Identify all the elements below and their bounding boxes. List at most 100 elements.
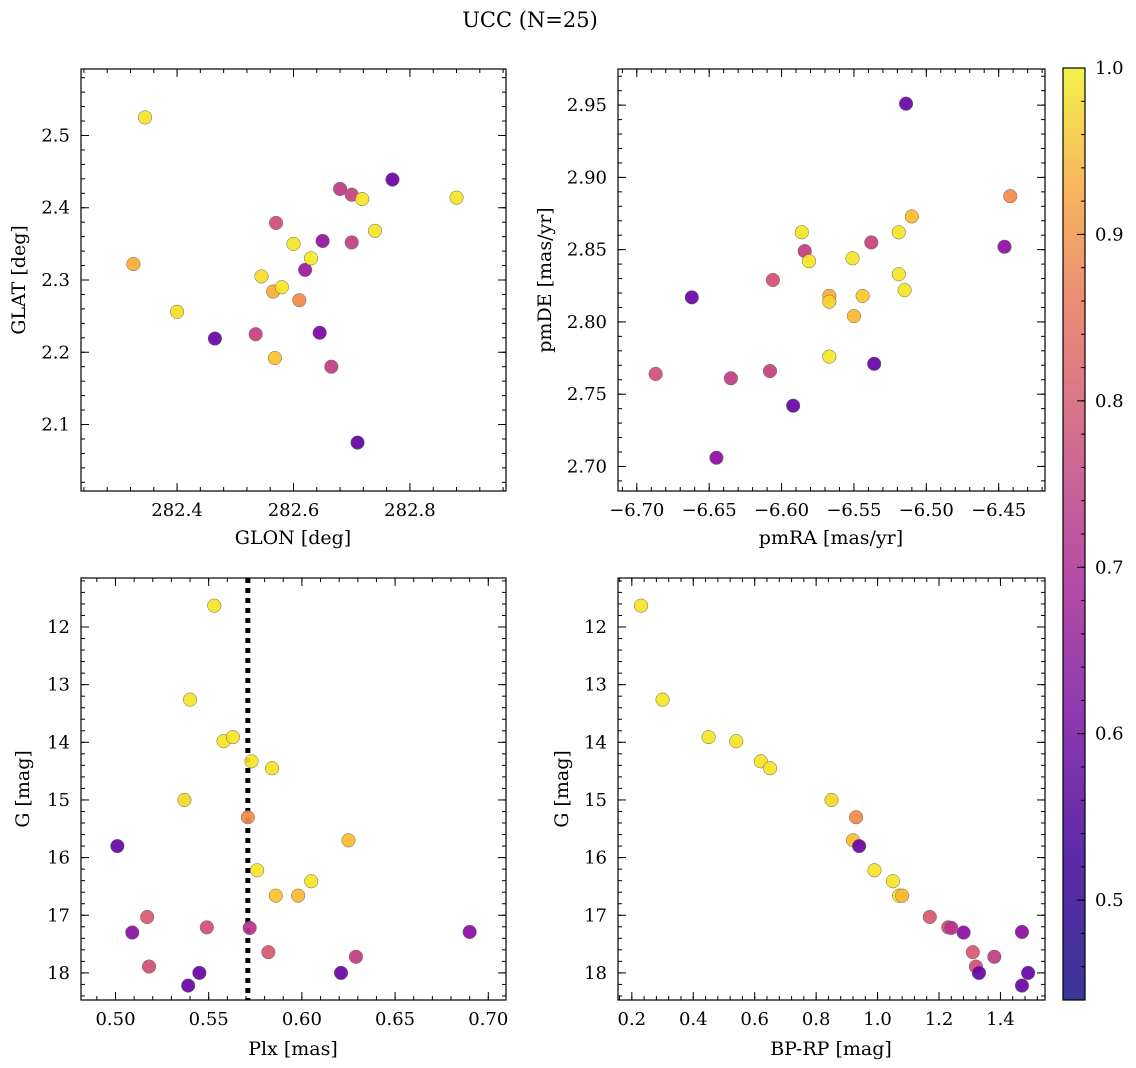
scatter-point xyxy=(110,839,125,854)
scatter-point xyxy=(250,863,265,878)
scatter-points xyxy=(126,110,464,450)
scatter-point xyxy=(244,754,259,769)
x-tick-label: 0.65 xyxy=(375,1009,415,1030)
scatter-point xyxy=(852,839,867,854)
scatter-point xyxy=(648,366,663,381)
scatter-point xyxy=(268,888,283,903)
y-tick-label: 2.70 xyxy=(567,456,607,477)
x-tick-label: 0.60 xyxy=(282,1009,322,1030)
scatter-point xyxy=(242,920,257,935)
scatter-point xyxy=(344,235,359,250)
panel-bprp-g: 0.2 0.4 0.6 0.8 1.0 1.2 1.4 12 13 14 15 16 17 18 BP-… xyxy=(551,577,1046,1060)
y-tick-label: 16 xyxy=(584,848,607,869)
scatter-point xyxy=(762,363,778,379)
scatter-point xyxy=(956,925,971,940)
scatter-point xyxy=(709,450,724,465)
scatter-point xyxy=(286,236,301,251)
y-axis-label: G [mag] xyxy=(551,750,573,828)
colorbar-tick-label: 0.9 xyxy=(1095,224,1124,245)
scatter-point xyxy=(274,280,289,295)
scatter-point xyxy=(333,965,349,980)
x-tick-label: −6.55 xyxy=(826,500,881,521)
x-axis-label: BP-RP [mag] xyxy=(770,1038,892,1060)
y-tick-label: 2.75 xyxy=(567,384,607,405)
panel-pmra-pmde: −6.70 −6.65 −6.60 −6.55 −6.50 −6.45 2.702.752… xyxy=(534,68,1046,549)
x-tick-label: 1.0 xyxy=(863,1009,892,1030)
y-axis-label: pmDE [mas/yr] xyxy=(534,207,556,352)
scatter-point xyxy=(723,371,738,386)
scatter-point xyxy=(891,225,906,240)
scatter-point xyxy=(240,810,255,825)
scatter-point xyxy=(997,239,1012,254)
y-tick-label: 18 xyxy=(584,963,607,984)
scatter-point xyxy=(140,909,155,925)
scatter-point xyxy=(885,874,900,889)
scatter-point xyxy=(170,304,185,319)
scatter-point xyxy=(1003,189,1018,204)
scatter-point xyxy=(802,254,817,269)
scatter-point xyxy=(655,692,670,707)
scatter-point xyxy=(845,251,860,266)
scatter-point xyxy=(385,172,400,187)
scatter-point xyxy=(944,920,959,935)
y-tick-labels: 12 13 14 15 16 17 18 xyxy=(47,617,70,984)
x-tick-label: 0.4 xyxy=(679,1009,708,1030)
y-tick-label: 2.3 xyxy=(41,270,70,291)
y-tick-label: 2.4 xyxy=(41,198,70,219)
axes-frame xyxy=(617,68,1046,492)
scatter-point xyxy=(304,874,319,889)
scatter-point xyxy=(855,288,870,303)
x-axis-label: GLON [deg] xyxy=(235,527,351,549)
y-tick-label: 2.85 xyxy=(567,240,607,261)
scatter-point xyxy=(462,924,477,940)
x-tick-label: −6.60 xyxy=(754,500,809,521)
y-tick-label: 17 xyxy=(584,905,607,926)
scatter-point xyxy=(898,96,914,111)
scatter-point xyxy=(864,235,879,250)
y-tick-label: 12 xyxy=(47,617,70,638)
scatter-point xyxy=(207,598,222,613)
scatter-point xyxy=(298,262,313,277)
scatter-point xyxy=(181,978,196,993)
scatter-point xyxy=(449,190,464,205)
scatter-point xyxy=(292,293,307,308)
scatter-point xyxy=(1021,965,1036,980)
colorbar-tick-label: 1.0 xyxy=(1095,58,1124,79)
scatter-point xyxy=(126,257,141,272)
scatter-point xyxy=(367,223,383,238)
scatter-point xyxy=(303,251,319,266)
scatter-point xyxy=(867,356,882,371)
scatter-point xyxy=(182,692,198,707)
scatter-point xyxy=(333,181,348,197)
axis-ticks xyxy=(81,69,506,491)
x-tick-label: −6.70 xyxy=(609,500,664,521)
scatter-point xyxy=(291,888,306,903)
scatter-point xyxy=(225,730,240,745)
scatter-point xyxy=(824,792,839,808)
y-axis-label: GLAT [deg] xyxy=(8,225,30,335)
scatter-point xyxy=(971,965,987,980)
scatter-point xyxy=(701,730,716,745)
colorbar-tick-label: 0.7 xyxy=(1095,557,1124,578)
x-tick-label: −6.65 xyxy=(682,500,737,521)
x-tick-label: 282.6 xyxy=(268,500,320,521)
y-tick-label: 18 xyxy=(47,963,70,984)
panel-glon-glat: 282.4 282.6 282.8 2.1 2.2 2.3 2.4 2.5 GLON [de… xyxy=(8,68,507,549)
y-axis-label: G [mag] xyxy=(12,750,34,828)
scatter-point xyxy=(268,215,284,230)
x-tick-labels: 0.50 0.55 0.60 0.65 0.70 xyxy=(95,1009,508,1030)
scatter-point xyxy=(822,294,837,309)
axis-ticks xyxy=(618,69,1045,491)
scatter-point xyxy=(633,598,649,613)
scatter-point xyxy=(1014,978,1030,993)
scatter-point xyxy=(822,349,837,364)
y-tick-label: 2.90 xyxy=(567,167,607,188)
scatter-point xyxy=(350,435,365,450)
y-tick-label: 16 xyxy=(47,848,70,869)
y-tick-label: 13 xyxy=(47,675,70,696)
y-tick-label: 15 xyxy=(584,790,607,811)
scatter-point xyxy=(137,110,153,125)
colorbar: 0.5 0.6 0.7 0.8 0.9 1.0 xyxy=(1062,58,1124,1001)
scatter-point xyxy=(348,949,363,964)
